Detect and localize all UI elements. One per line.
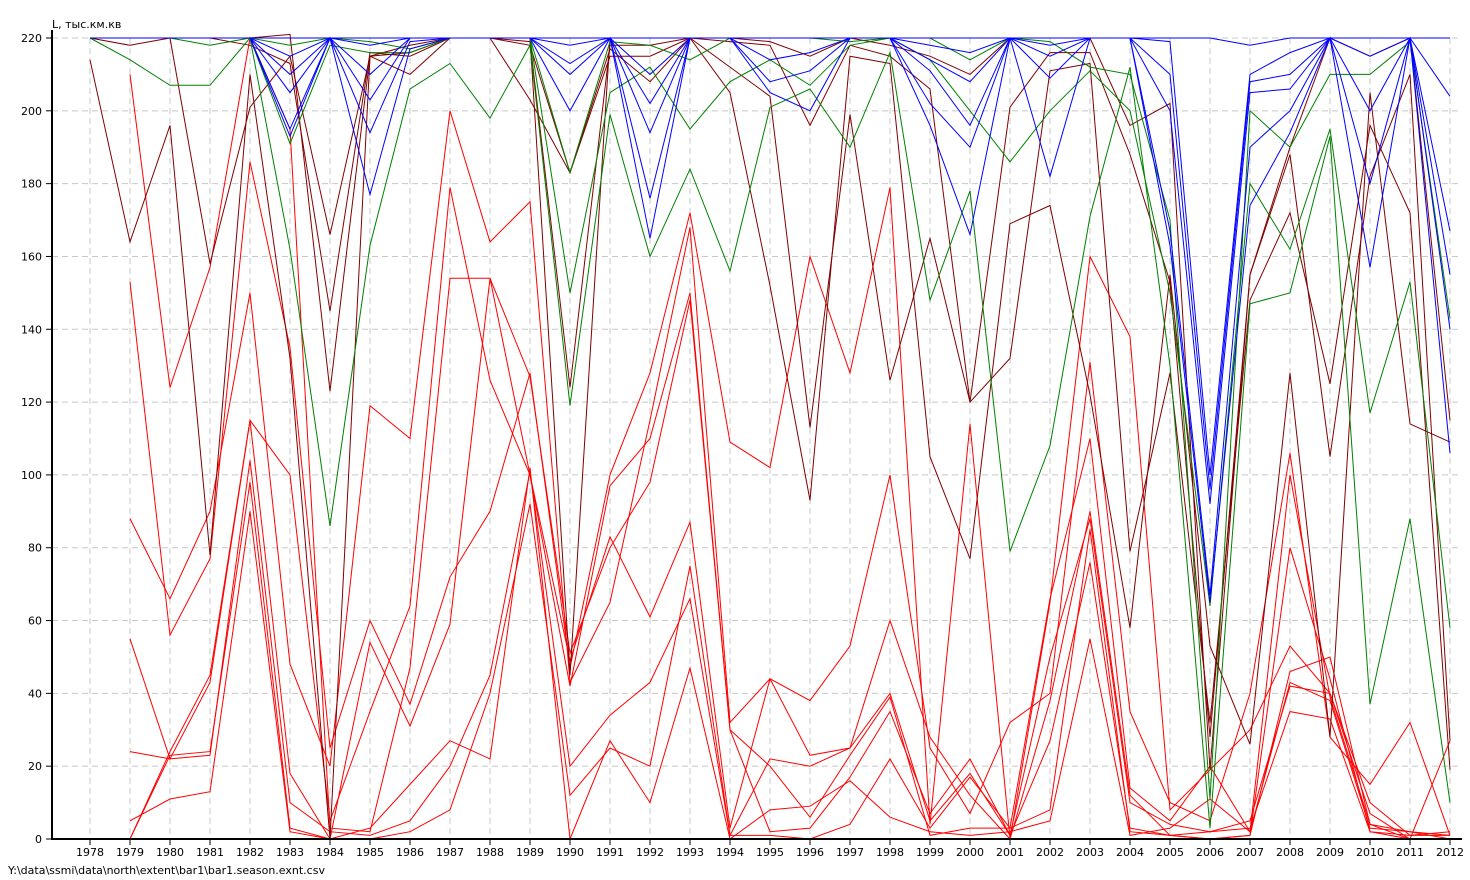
series-lines	[89, 33, 1451, 841]
series-line-17	[90, 36, 1451, 596]
y-tick-label: 160	[21, 250, 42, 263]
x-tick-label: 1987	[436, 846, 464, 859]
x-tick-label: 1991	[596, 846, 624, 859]
x-tick-label: 1979	[116, 846, 144, 859]
x-tick-label: 2001	[996, 846, 1024, 859]
x-tick-label: 2005	[1156, 846, 1184, 859]
y-tick-label: 20	[28, 760, 42, 773]
x-tick-label: 1999	[916, 846, 944, 859]
y-tick-label: 60	[28, 615, 42, 628]
y-tick-label: 140	[21, 323, 42, 336]
series-line-7	[129, 36, 1450, 840]
y-tick-labels: 0 20 40 60 80 100 120 140 160 180 200 220	[21, 32, 52, 846]
x-tick-label: 1993	[676, 846, 704, 859]
series-line-16	[90, 36, 1451, 603]
x-tick-label: 1983	[276, 846, 304, 859]
series-line-18	[90, 36, 1451, 505]
x-tick-label: 1995	[756, 846, 784, 859]
series-line-11	[90, 37, 1451, 741]
x-tick-label: 1994	[716, 846, 744, 859]
x-tick-label: 2012	[1436, 846, 1464, 859]
file-path-label: Y:\data\ssmi\data\north\extent\bar1\bar1…	[8, 864, 325, 877]
x-tick-label: 2011	[1396, 846, 1424, 859]
x-tick-label: 1997	[836, 846, 864, 859]
x-tick-label: 1984	[316, 846, 344, 859]
x-tick-label: 1998	[876, 846, 904, 859]
x-tick-label: 1990	[556, 846, 584, 859]
series-line-13	[89, 36, 1451, 829]
x-tick-label: 1985	[356, 846, 384, 859]
series-line-9	[89, 37, 1451, 840]
series-line-8	[129, 187, 1450, 840]
x-tick-label: 2008	[1276, 846, 1304, 859]
x-tick-label: 2010	[1356, 846, 1384, 859]
x-tick-label: 1996	[796, 846, 824, 859]
y-tick-label: 220	[21, 32, 42, 45]
x-tick-label: 1992	[636, 846, 664, 859]
y-axis-label: L, тыс.км.кв	[52, 18, 121, 31]
x-tick-label: 1981	[196, 846, 224, 859]
y-tick-label: 180	[21, 178, 42, 191]
x-tick-label: 1989	[516, 846, 544, 859]
y-tick-label: 200	[21, 105, 42, 118]
x-tick-label: 2002	[1036, 846, 1064, 859]
x-tick-label: 1988	[476, 846, 504, 859]
y-tick-label: 0	[35, 833, 42, 846]
x-tick-label: 2000	[956, 846, 984, 859]
series-line-5	[129, 110, 1451, 836]
grid	[52, 37, 1462, 840]
x-tick-label: 2006	[1196, 846, 1224, 859]
series-line-12	[90, 33, 1451, 770]
x-tick-label: 2009	[1316, 846, 1344, 859]
x-tick-label: 2003	[1076, 846, 1104, 859]
y-tick-label: 40	[28, 687, 42, 700]
y-tick-label: 120	[21, 396, 42, 409]
series-line-1	[129, 467, 1451, 840]
series-line-3	[129, 460, 1451, 837]
x-tick-label: 1978	[76, 846, 104, 859]
series-line-6	[129, 161, 1451, 840]
x-tick-label: 2007	[1236, 846, 1264, 859]
axes	[51, 30, 1462, 840]
y-tick-label: 100	[21, 469, 42, 482]
x-tick-label: 1980	[156, 846, 184, 859]
series-line-21	[90, 37, 1450, 46]
x-tick-labels: 1978 1979 1980 1981 1982 1983 1984 1985 1986 1987…	[76, 839, 1464, 859]
x-tick-label: 2004	[1116, 846, 1144, 859]
x-tick-label: 1982	[236, 846, 264, 859]
x-tick-label: 1986	[396, 846, 424, 859]
y-tick-label: 80	[28, 542, 42, 555]
